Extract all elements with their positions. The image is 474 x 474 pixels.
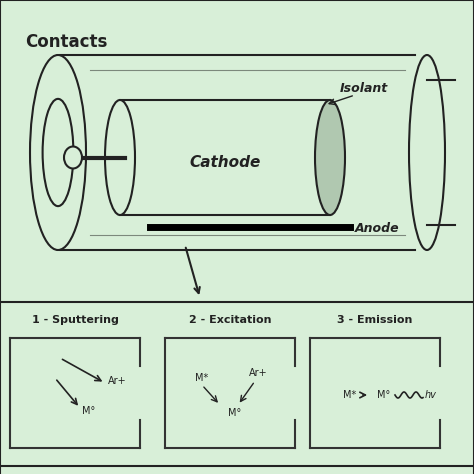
Text: M°: M° [228, 408, 242, 418]
Ellipse shape [105, 100, 135, 215]
Text: Anode: Anode [355, 221, 400, 235]
Ellipse shape [409, 55, 445, 250]
Text: hv: hv [425, 390, 437, 400]
Text: M°: M° [82, 406, 95, 416]
Text: Ar+: Ar+ [249, 368, 267, 378]
Text: 2 - Excitation: 2 - Excitation [189, 315, 271, 325]
Text: M*: M* [343, 390, 356, 400]
Ellipse shape [64, 146, 82, 168]
Text: M°: M° [377, 390, 390, 400]
Ellipse shape [315, 100, 345, 215]
Text: M*: M* [195, 373, 209, 383]
Ellipse shape [30, 55, 86, 250]
Ellipse shape [43, 99, 73, 206]
Text: Ar+: Ar+ [108, 376, 127, 386]
Text: Isolant: Isolant [340, 82, 388, 94]
Text: Contacts: Contacts [25, 33, 108, 51]
Text: Cathode: Cathode [189, 155, 261, 170]
Text: 3 - Emission: 3 - Emission [337, 315, 413, 325]
Text: 1 - Sputtering: 1 - Sputtering [32, 315, 118, 325]
